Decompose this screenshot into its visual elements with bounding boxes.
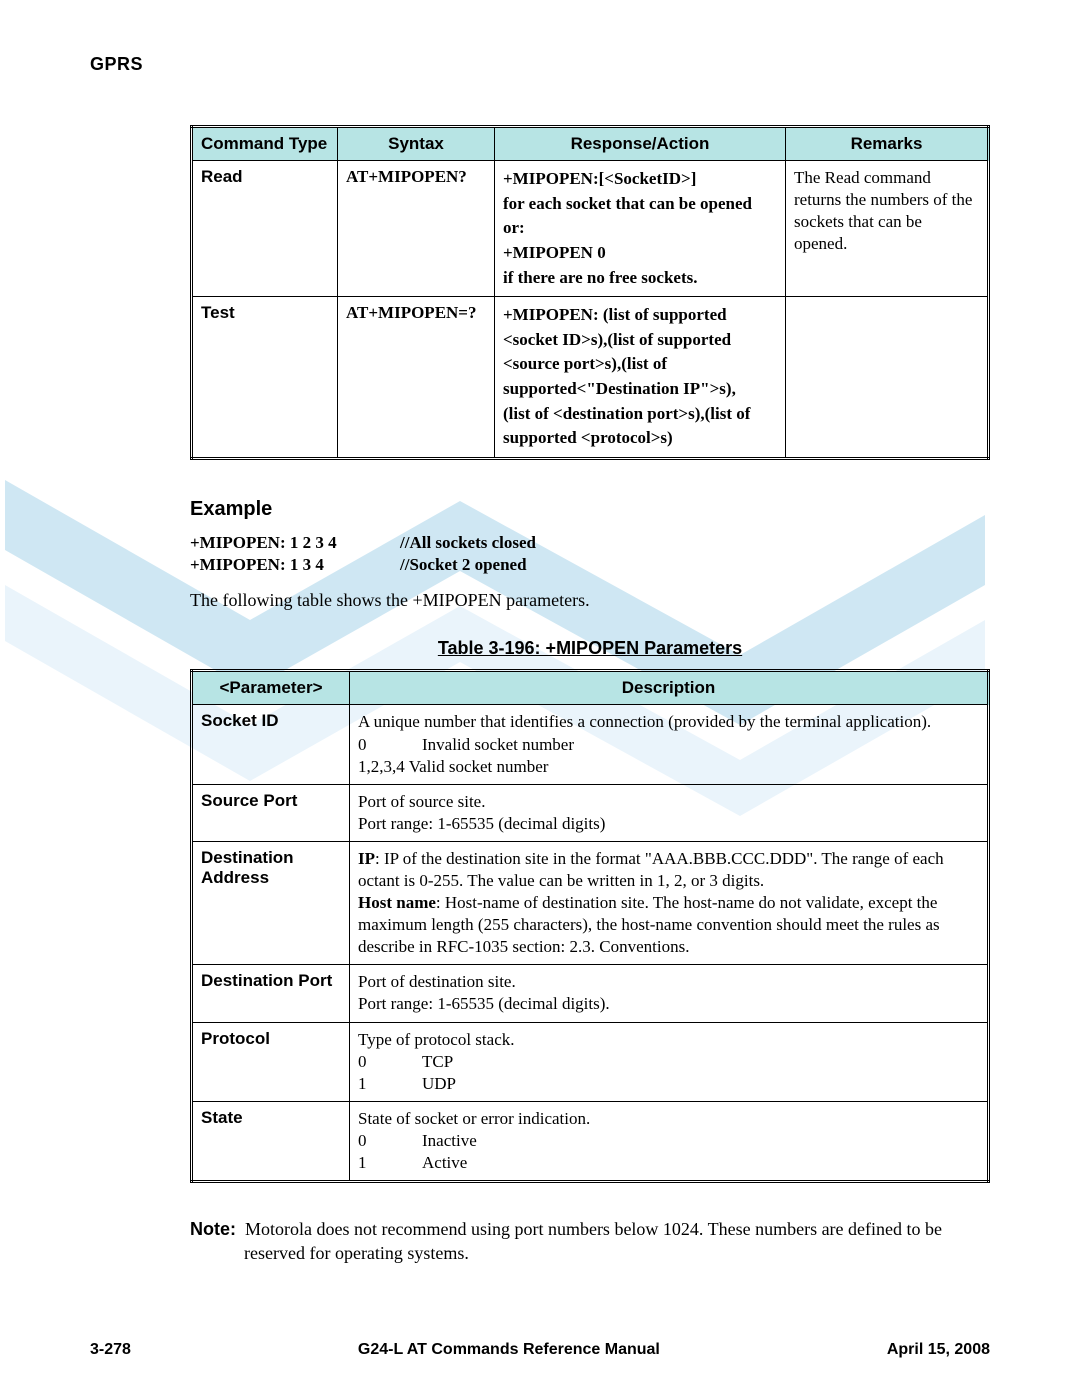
param-name: Protocol <box>192 1022 350 1101</box>
example-row: +MIPOPEN: 1 3 4 //Socket 2 opened <box>190 555 990 575</box>
table-row: State State of socket or error indicatio… <box>192 1101 989 1181</box>
cell-type: Test <box>192 297 338 459</box>
desc-line: Port range: 1-65535 (decimal digits). <box>358 994 610 1013</box>
running-header: Gprs <box>90 54 990 75</box>
table-row: Source Port Port of source site. Port ra… <box>192 784 989 841</box>
cell-response: +MIPOPEN: (list of supported <socket ID>… <box>495 297 786 459</box>
example-cmd: +MIPOPEN: 1 3 4 <box>190 555 400 575</box>
desc-intro: State of socket or error indication. <box>358 1109 590 1128</box>
kv-key: 0 <box>358 1130 398 1152</box>
param-name: Source Port <box>192 784 350 841</box>
col-parameter: <Parameter> <box>192 671 350 705</box>
content-area: Command Type Syntax Response/Action Rema… <box>190 125 990 1266</box>
kv-val: Invalid socket number <box>398 734 574 756</box>
cell-syntax: AT+MIPOPEN? <box>338 161 495 297</box>
kv-key: 1 <box>358 1073 398 1095</box>
table-row: Socket ID A unique number that identifie… <box>192 705 989 784</box>
desc-intro: Type of protocol stack. <box>358 1030 515 1049</box>
kv-key: 0 <box>358 734 398 756</box>
param-name: Destination Address <box>192 841 350 964</box>
kv-key: 1 <box>358 1152 398 1174</box>
desc-line: Port of destination site. <box>358 972 516 991</box>
rich-bold: IP <box>358 849 375 868</box>
example-row: +MIPOPEN: 1 2 3 4 //All sockets closed <box>190 533 990 553</box>
param-desc: IP: IP of the destination site in the fo… <box>350 841 989 964</box>
param-desc: State of socket or error indication. 0In… <box>350 1101 989 1181</box>
kv-val: Active <box>398 1152 477 1174</box>
col-remarks: Remarks <box>786 127 989 161</box>
col-description: Description <box>350 671 989 705</box>
page-footer: 3-278 G24-L AT Commands Reference Manual… <box>90 1341 990 1359</box>
desc-intro: A unique number that identifies a connec… <box>358 712 931 731</box>
example-block: +MIPOPEN: 1 2 3 4 //All sockets closed +… <box>190 533 990 575</box>
following-text: The following table shows the +MIPOPEN p… <box>190 589 990 612</box>
cell-response: +MIPOPEN:[<SocketID>] for each socket th… <box>495 161 786 297</box>
param-desc: Port of source site. Port range: 1-65535… <box>350 784 989 841</box>
kv-val: Valid socket number <box>409 757 549 776</box>
col-syntax: Syntax <box>338 127 495 161</box>
rich-bold: Host name <box>358 893 436 912</box>
example-cmd: +MIPOPEN: 1 2 3 4 <box>190 533 400 553</box>
kv-key: 1,2,3,4 <box>358 757 405 776</box>
cell-remarks: The Read command returns the numbers of … <box>786 161 989 297</box>
table-row: Protocol Type of protocol stack. 0TCP 1U… <box>192 1022 989 1101</box>
param-desc: Type of protocol stack. 0TCP 1UDP <box>350 1022 989 1101</box>
param-desc: Port of destination site. Port range: 1-… <box>350 965 989 1022</box>
note-label: Note: <box>190 1219 236 1239</box>
note-text: Motorola does not recommend using port n… <box>244 1219 942 1263</box>
param-name: Socket ID <box>192 705 350 784</box>
footer-page-number: 3-278 <box>90 1341 131 1359</box>
footer-title: G24-L AT Commands Reference Manual <box>358 1341 660 1359</box>
example-comment: //Socket 2 opened <box>400 555 527 575</box>
kv-val: TCP <box>398 1051 456 1073</box>
example-comment: //All sockets closed <box>400 533 536 553</box>
param-desc: A unique number that identifies a connec… <box>350 705 989 784</box>
example-heading: Example <box>190 498 990 521</box>
desc-line: Port of source site. <box>358 792 485 811</box>
kv-val: UDP <box>398 1073 456 1095</box>
params-table-caption: Table 3-196: +MIPOPEN Parameters <box>190 638 990 659</box>
table-row: Destination Port Port of destination sit… <box>192 965 989 1022</box>
command-type-table: Command Type Syntax Response/Action Rema… <box>190 125 990 460</box>
param-name: State <box>192 1101 350 1181</box>
col-command-type: Command Type <box>192 127 338 161</box>
col-response: Response/Action <box>495 127 786 161</box>
params-table: <Parameter> Description Socket ID A uniq… <box>190 669 990 1183</box>
rich-text: : IP of the destination site in the form… <box>358 849 944 890</box>
cell-type: Read <box>192 161 338 297</box>
cell-remarks <box>786 297 989 459</box>
footer-date: April 15, 2008 <box>887 1341 990 1359</box>
param-name: Destination Port <box>192 965 350 1022</box>
note-paragraph: Note: Motorola does not recommend using … <box>190 1217 990 1266</box>
desc-line: Port range: 1-65535 (decimal digits) <box>358 814 605 833</box>
kv-val: Inactive <box>398 1130 477 1152</box>
table-row: Read AT+MIPOPEN? +MIPOPEN:[<SocketID>] f… <box>192 161 989 297</box>
table-row: Destination Address IP: IP of the destin… <box>192 841 989 964</box>
table-row: Test AT+MIPOPEN=? +MIPOPEN: (list of sup… <box>192 297 989 459</box>
page: Gprs Command Type Syntax Response/Action… <box>0 0 1080 1397</box>
rich-text: : Host-name of destination site. The hos… <box>358 893 940 956</box>
kv-key: 0 <box>358 1051 398 1073</box>
cell-syntax: AT+MIPOPEN=? <box>338 297 495 459</box>
